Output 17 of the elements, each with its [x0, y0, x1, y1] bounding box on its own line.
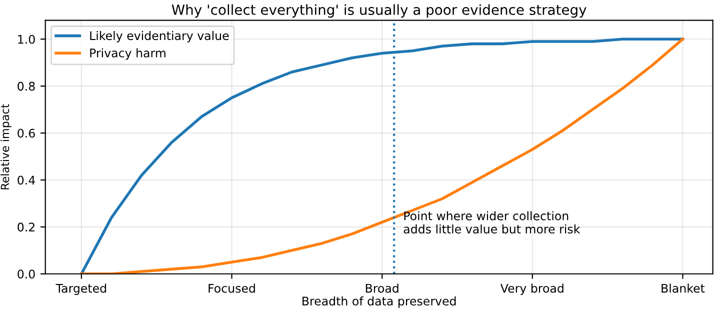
y-tick-label: 0.2 [18, 222, 34, 232]
y-tick-label: 1.0 [18, 34, 35, 44]
y-tick-label: 0.6 [18, 128, 35, 138]
x-tick-label: Very broad [500, 284, 564, 296]
x-tick-label: Broad [366, 284, 398, 293]
x-tick-label: Blanket [662, 284, 705, 293]
legend-label: Likely evidentiary value [90, 30, 229, 42]
x-tick-label: Focused [208, 284, 255, 293]
annotation: Point where wider collection adds little value but more risk [404, 211, 580, 234]
x-axis-title: Breadth of data preserved [302, 296, 456, 308]
chart-title: Why 'collect everything' is usually a poor evidence strategy [172, 4, 586, 18]
y-tick-label: 0.8 [18, 82, 35, 91]
y-tick-label: 0.0 [18, 270, 35, 279]
x-tick-label: Targeted [56, 284, 106, 296]
legend-label: Privacy harm [90, 48, 166, 60]
y-axis-title: Relative impact [0, 104, 12, 190]
y-tick-label: 0.4 [18, 176, 35, 185]
